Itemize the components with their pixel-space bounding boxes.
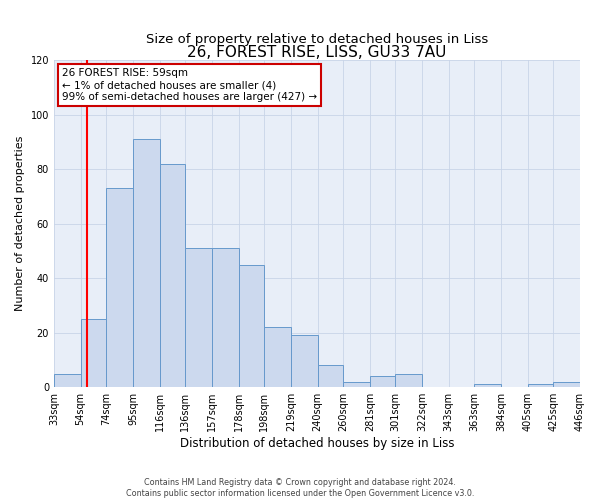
Bar (291, 336, 317, 387)
Bar (553, 382, 580, 387)
Title: 26, FOREST RISE, LISS, GU33 7AU: 26, FOREST RISE, LISS, GU33 7AU (187, 46, 446, 60)
Text: Size of property relative to detached houses in Liss: Size of property relative to detached ho… (146, 32, 488, 46)
Bar (528, 384, 553, 387)
Bar (264, 328, 291, 387)
X-axis label: Distribution of detached houses by size in Liss: Distribution of detached houses by size … (180, 437, 454, 450)
Text: Contains HM Land Registry data © Crown copyright and database right 2024.
Contai: Contains HM Land Registry data © Crown c… (126, 478, 474, 498)
Bar (474, 384, 501, 387)
Y-axis label: Number of detached properties: Number of detached properties (15, 136, 25, 312)
Bar (133, 140, 160, 387)
Bar (80, 319, 106, 387)
Bar (239, 264, 264, 387)
Bar (343, 382, 370, 387)
Bar (395, 374, 422, 387)
Bar (212, 248, 239, 387)
Bar (106, 188, 133, 387)
Bar (370, 376, 395, 387)
Bar (160, 164, 185, 387)
Bar (54, 374, 80, 387)
Text: 26 FOREST RISE: 59sqm
← 1% of detached houses are smaller (4)
99% of semi-detach: 26 FOREST RISE: 59sqm ← 1% of detached h… (62, 68, 317, 102)
Bar (185, 248, 212, 387)
Bar (317, 366, 343, 387)
